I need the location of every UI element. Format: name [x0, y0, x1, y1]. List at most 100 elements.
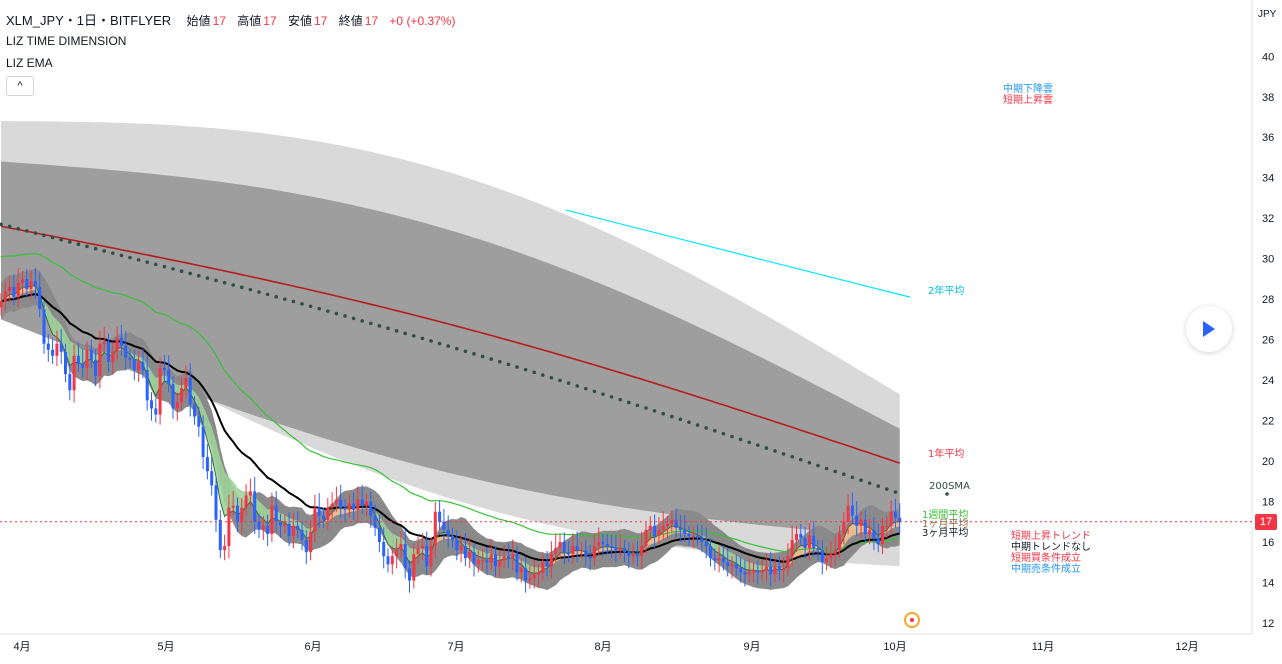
indicator-time-dimension[interactable]: LIZ TIME DIMENSION — [6, 33, 131, 49]
candle-body — [485, 560, 489, 563]
candle-body — [227, 507, 231, 547]
sma200-dot — [437, 341, 442, 346]
candle-body — [898, 517, 902, 522]
sma200-dot — [205, 276, 210, 280]
sma200-dot — [498, 359, 502, 364]
candle-body — [313, 507, 317, 532]
candle-body — [356, 499, 360, 510]
candle-body — [506, 556, 510, 559]
ema-cloud-segment — [714, 543, 720, 554]
ma-green-line — [0, 252, 900, 553]
y-tick-label: 28 — [1262, 294, 1274, 306]
candle-body — [726, 562, 730, 567]
status-label: 中期トレンドなし — [1011, 540, 1091, 553]
sma200-dot — [154, 262, 158, 267]
candle-body — [614, 548, 618, 551]
candle-body — [459, 546, 463, 551]
candle-body — [223, 546, 227, 551]
sma200-dot — [111, 251, 115, 255]
candle-body — [59, 343, 63, 352]
candle-body — [145, 370, 149, 401]
low-label: 安値 — [287, 14, 312, 28]
candle-body — [704, 542, 708, 547]
cloud-label-2: 短期上昇雲 — [1003, 93, 1053, 106]
sma200-dot — [25, 229, 29, 233]
candle-body — [846, 505, 850, 522]
sma200-dot — [824, 466, 829, 471]
candle-body — [545, 562, 549, 567]
y-tick-label: 32 — [1262, 213, 1274, 225]
y-tick-label: 26 — [1262, 335, 1274, 347]
x-tick-label: 5月 — [157, 641, 174, 653]
time-axis: 4月 5月 6月 7月 8月 9月 10月 11月 12月 — [13, 641, 1198, 653]
candle-body — [549, 554, 553, 567]
candle-body — [743, 572, 747, 575]
sma200-dot — [16, 226, 21, 231]
candle-body — [150, 400, 153, 409]
ema-cloud-segment — [577, 550, 582, 555]
ma-short-label-3: 3ヶ月平均 — [922, 527, 968, 539]
candle-body — [627, 552, 631, 557]
candle-body — [773, 566, 777, 575]
candle-body — [558, 542, 562, 549]
currency-label: JPY — [1258, 9, 1277, 20]
candle-body — [408, 568, 411, 581]
candle-body — [442, 521, 446, 530]
candle-body — [653, 525, 657, 536]
candle-body — [283, 523, 287, 526]
status-label: 短期上昇トレンド — [1011, 529, 1091, 542]
candle-body — [433, 511, 437, 547]
candle-body — [747, 572, 751, 575]
sma200-dot — [171, 267, 175, 271]
candle-body — [274, 505, 278, 522]
sma200-dot — [876, 484, 880, 488]
sma200-dot — [68, 240, 72, 244]
candle-body — [352, 503, 356, 510]
ma-2y-label: 2年平均 — [928, 284, 964, 297]
ema-cloud-segment — [224, 471, 229, 517]
event-marker-icon[interactable] — [904, 612, 920, 628]
candle-body — [580, 550, 583, 552]
candle-body — [872, 529, 876, 538]
sma200-dot — [885, 487, 889, 491]
x-tick-label: 10月 — [883, 641, 906, 653]
ema-fast-line — [0, 284, 900, 574]
y-tick-label: 14 — [1262, 578, 1274, 590]
candle-body — [244, 495, 248, 508]
candle-body — [674, 519, 678, 528]
sma200-dot — [102, 249, 106, 253]
inner-band — [1, 161, 900, 538]
candle-body — [700, 537, 704, 543]
sma200-dot — [575, 384, 579, 388]
candle-body — [412, 554, 416, 581]
sma200-dot — [764, 446, 769, 450]
sma200-dot — [670, 414, 674, 419]
play-button[interactable] — [1186, 306, 1232, 352]
symbol-label[interactable]: XLM_JPY・1日・BITFLYER — [6, 13, 172, 28]
x-tick-label: 7月 — [447, 641, 464, 653]
sma200-dot — [76, 242, 81, 247]
sma200-dot — [506, 362, 511, 367]
candle-body — [635, 554, 639, 557]
ema-cloud-segment — [757, 564, 763, 571]
ema-cloud-segment — [383, 522, 388, 545]
candle-body — [279, 521, 282, 526]
indicator-ema[interactable]: LIZ EMA — [6, 55, 57, 71]
sma200-dot — [386, 326, 390, 331]
ema-cloud-segment — [138, 356, 143, 364]
ema-cloud-segment — [603, 546, 608, 551]
candle-body — [81, 363, 85, 368]
ma-short-label-1: 1週間平均 — [922, 509, 968, 521]
sma200-dot — [85, 244, 89, 249]
candle-body — [214, 485, 218, 520]
candle-body — [322, 515, 325, 520]
candle-body — [648, 525, 652, 530]
sma200-dot — [274, 294, 279, 299]
ema-cloud-segment — [744, 560, 750, 571]
sma200-dot — [33, 231, 38, 235]
sma200-dot — [214, 278, 218, 283]
sma200-dot — [859, 478, 863, 483]
chevron-up-icon[interactable]: ^ — [6, 76, 34, 96]
candle-body — [790, 540, 794, 557]
